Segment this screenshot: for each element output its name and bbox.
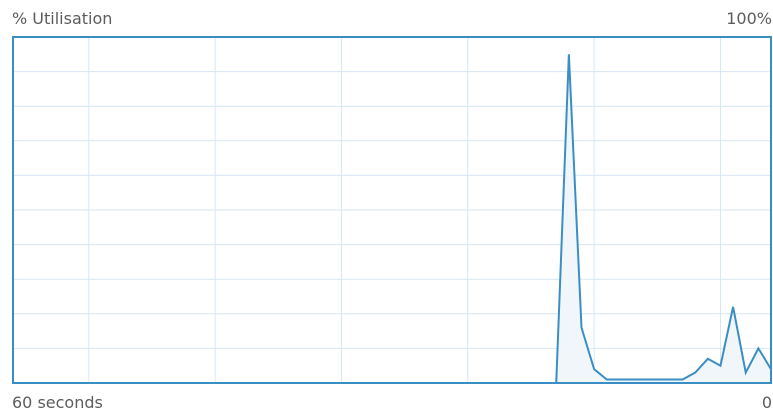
x-axis-end-label: 0 [761, 393, 772, 412]
x-axis-start-label: 60 seconds [12, 393, 103, 412]
y-axis-max-label: 100% [726, 9, 772, 28]
utilisation-line [13, 54, 772, 384]
y-axis-title: % Utilisation [12, 9, 113, 28]
utilisation-chart [12, 36, 772, 384]
grid-lines [13, 37, 771, 383]
chart-border [12, 36, 772, 384]
chart-canvas [12, 36, 772, 384]
utilisation-area [13, 54, 771, 384]
